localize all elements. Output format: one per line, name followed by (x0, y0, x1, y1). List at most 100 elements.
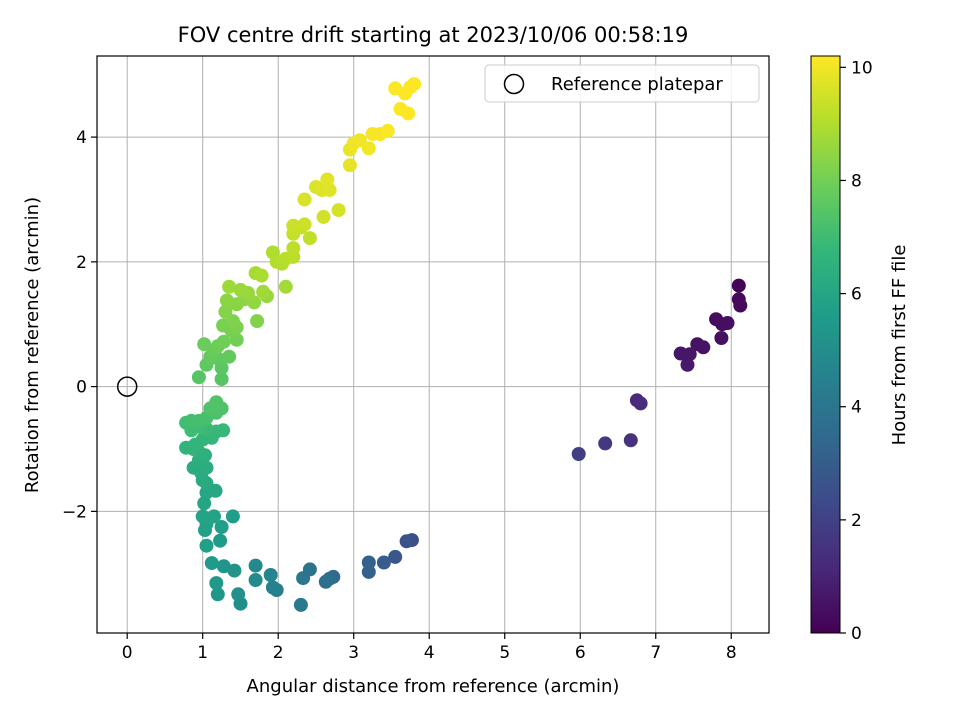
data-point (256, 284, 271, 299)
x-tick-label: 8 (726, 643, 737, 663)
data-point (222, 349, 237, 364)
data-point (207, 509, 221, 524)
y-tick-label: −2 (62, 502, 87, 522)
data-point (302, 231, 317, 246)
data-point (222, 279, 237, 294)
chart-title: FOV centre drift starting at 2023/10/06 … (178, 23, 689, 47)
data-point (297, 217, 312, 232)
data-point (714, 331, 729, 345)
data-point (263, 568, 278, 582)
plot-frame (96, 55, 770, 634)
x-tick-label: 2 (273, 643, 284, 663)
data-point (233, 282, 248, 297)
data-point (388, 549, 403, 564)
colorbar-ticks: 0 2 4 6 8 10 (840, 58, 873, 644)
y-tick-label: 0 (76, 378, 87, 398)
x-axis-ticks: 0 1 2 3 4 5 6 7 8 (122, 633, 737, 663)
x-tick-label: 7 (650, 643, 661, 663)
y-axis-label: Rotation from reference (arcmin) (22, 197, 43, 493)
data-point (213, 533, 228, 548)
data-point (218, 304, 233, 319)
data-point (696, 340, 711, 355)
data-point (731, 278, 746, 293)
data-point (231, 587, 246, 602)
colorbar (810, 55, 841, 634)
legend-entry-reference-platepar: Reference platepar (551, 74, 723, 95)
data-point (361, 564, 376, 579)
colorbar-tick-label: 10 (851, 58, 873, 78)
data-point (191, 370, 206, 385)
data-point (265, 580, 280, 595)
data-point (248, 573, 263, 587)
data-point (571, 447, 586, 461)
data-point (250, 314, 265, 329)
data-point (331, 203, 346, 218)
x-tick-label: 0 (122, 643, 133, 663)
data-point (401, 106, 416, 121)
data-point (197, 496, 212, 511)
data-point (633, 396, 648, 411)
data-point (209, 576, 224, 591)
data-point (227, 563, 242, 578)
data-point (219, 293, 234, 308)
data-point (225, 314, 240, 329)
legend: Reference platepar (484, 64, 760, 103)
data-point (286, 241, 301, 256)
x-tick-label: 5 (499, 643, 510, 663)
data-points (179, 77, 748, 612)
data-point (297, 192, 312, 207)
data-point (216, 334, 231, 349)
data-point (248, 558, 263, 573)
data-point (204, 556, 219, 571)
colorbar-tick-label: 6 (851, 285, 862, 305)
data-point (278, 279, 293, 294)
data-point (216, 559, 231, 574)
colorbar-tick-label: 8 (851, 171, 862, 191)
data-point (342, 158, 357, 173)
data-point (680, 357, 695, 372)
data-point (407, 77, 422, 92)
colorbar-label: Hours from first FF file (889, 245, 910, 446)
data-point (214, 372, 229, 387)
x-tick-label: 3 (348, 643, 359, 663)
data-point (318, 574, 333, 589)
data-point (316, 209, 331, 224)
data-point (399, 534, 414, 549)
x-tick-label: 6 (575, 643, 586, 663)
data-point (225, 509, 240, 524)
data-point (216, 423, 231, 438)
reference-platepar-marker (116, 376, 138, 397)
data-point (199, 538, 214, 553)
data-point (361, 141, 376, 156)
x-axis-label: Angular distance from reference (arcmin) (247, 676, 620, 697)
data-point (380, 123, 395, 138)
data-point (673, 346, 688, 361)
y-tick-label: 4 (76, 128, 87, 148)
data-point (254, 268, 269, 283)
x-tick-label: 4 (424, 643, 435, 663)
data-point (293, 597, 308, 612)
y-tick-label: 2 (76, 253, 87, 273)
reference-marker-layer (116, 376, 138, 397)
colorbar-tick-label: 4 (851, 398, 862, 418)
data-point (197, 337, 212, 352)
legend-marker-open-circle (503, 73, 525, 95)
data-point (720, 316, 735, 330)
data-point (623, 433, 638, 448)
data-point (209, 395, 224, 410)
y-axis-ticks: −2 0 2 4 (62, 128, 97, 522)
x-tick-label: 1 (197, 643, 208, 663)
data-point (214, 520, 229, 534)
colorbar-tick-label: 2 (851, 511, 862, 531)
legend-box (484, 64, 760, 103)
data-point (195, 509, 210, 524)
data-point (210, 587, 225, 602)
data-point (352, 133, 367, 148)
data-point (320, 172, 335, 187)
data-point (296, 571, 311, 586)
data-point (376, 555, 391, 570)
data-point (598, 436, 613, 451)
data-point (322, 183, 337, 198)
